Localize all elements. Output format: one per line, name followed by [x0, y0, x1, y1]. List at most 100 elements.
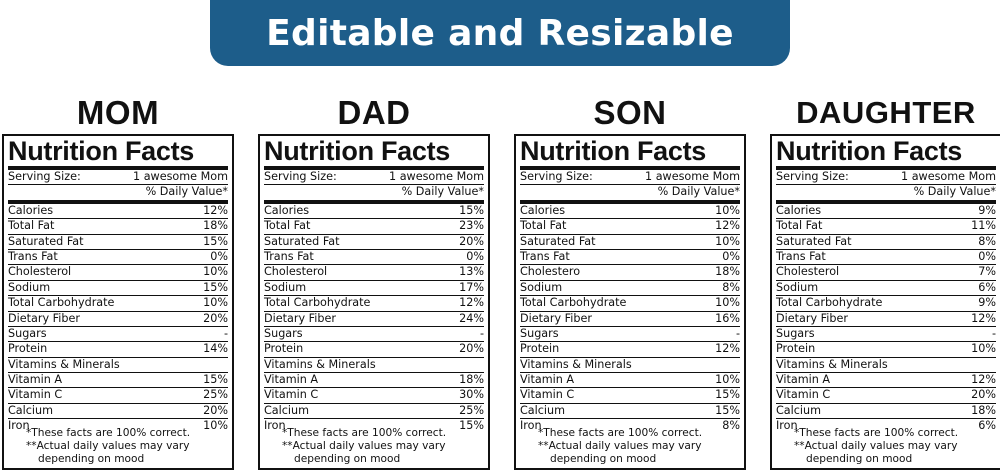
- vitamin-row-value: 20%: [203, 403, 228, 417]
- vitamin-row-label: Vitamin C: [8, 388, 63, 402]
- nutrient-row-value: 18%: [203, 219, 228, 233]
- daily-value-row: % Daily Value*: [264, 185, 484, 201]
- footnotes: *These facts are 100% correct. **Actual d…: [772, 427, 1000, 466]
- nutrient-row-value: -: [479, 326, 484, 340]
- nutrient-row-value: 11%: [971, 219, 996, 233]
- nutrient-row: Dietary Fiber 16%: [520, 312, 740, 327]
- daily-value-row: % Daily Value*: [776, 185, 996, 201]
- divider: [776, 184, 996, 186]
- vitamins-header: Vitamins & Minerals: [264, 358, 484, 374]
- nutrient-row-label: Saturated Fat: [776, 234, 852, 248]
- daily-value-row-value: % Daily Value*: [401, 185, 484, 199]
- nutrient-row-value: 12%: [715, 219, 740, 233]
- nutrition-panel: Nutrition Facts Serving Size: 1 awesome Mo…: [514, 134, 746, 470]
- vitamin-row: Vitamin A 18%: [264, 373, 484, 389]
- nutrient-row: Sodium 15%: [8, 280, 228, 297]
- card-1: DAD Nutrition Facts Serving Size: 1 awesome…: [258, 92, 490, 470]
- nutrient-row-label: Calories: [520, 203, 566, 217]
- card-0: MOM Nutrition Facts Serving Size: 1 awesome…: [2, 92, 234, 470]
- nutrient-row-value: 13%: [459, 265, 484, 279]
- vitamins-header: Vitamins & Minerals: [8, 357, 228, 374]
- nutrient-row-label: Dietary Fiber: [264, 311, 336, 325]
- nutrient-row-value: 17%: [459, 280, 484, 294]
- nutrient-row-label: Total Fat: [8, 219, 55, 233]
- vitamins-header-label: Vitamins & Minerals: [8, 357, 120, 371]
- nutrient-row-label: Sodium: [776, 280, 819, 294]
- nutrient-row: Saturated Fat 10%: [520, 235, 740, 250]
- nutrient-row: Total Carbohydrate 9%: [776, 296, 996, 312]
- nutrient-row-label: Total Fat: [776, 219, 823, 233]
- nutrient-row-value: 20%: [459, 342, 484, 356]
- nutrient-row-value: 0%: [466, 249, 484, 263]
- nutrient-row-label: Total Carbohydrate: [520, 296, 627, 310]
- nutrient-row: Total Fat 18%: [8, 219, 228, 235]
- nutrient-row: Trans Fat 0%: [8, 249, 228, 266]
- serving-size-row-label: Serving Size:: [264, 170, 337, 183]
- nutrient-row-label: Sodium: [520, 280, 563, 294]
- nutrient-row-value: 10%: [715, 234, 740, 248]
- nutrient-row-value: 9%: [978, 203, 996, 217]
- nutrient-row-label: Protein: [8, 342, 48, 356]
- vitamin-row: Vitamin C 15%: [520, 388, 740, 404]
- divider: [264, 200, 484, 204]
- footnote-line: depending on mood: [38, 453, 145, 465]
- vitamin-row-label: Calcium: [520, 403, 566, 417]
- banner-title: Editable and Resizable: [266, 12, 734, 54]
- daily-value-row-value: % Daily Value*: [657, 185, 740, 199]
- nutrient-row-value: 0%: [210, 249, 228, 263]
- nutrient-row-value: 6%: [978, 280, 996, 294]
- vitamin-row-label: Vitamin C: [264, 388, 319, 402]
- vitamin-row-value: 18%: [971, 403, 996, 417]
- card-2: SON Nutrition Facts Serving Size: 1 awesome…: [514, 92, 746, 470]
- footnote-line: *These facts are 100% correct.: [538, 427, 703, 439]
- vitamin-row: Vitamin A 15%: [8, 373, 228, 389]
- vitamin-row: Calcium 25%: [264, 404, 484, 420]
- nutrition-facts-title: Nutrition Facts: [776, 136, 963, 166]
- divider: [264, 184, 484, 186]
- nutrient-row-value: 8%: [722, 280, 740, 294]
- serving-size-row: Serving Size: 1 awesome Mom: [776, 170, 996, 184]
- nutrient-row-label: Protein: [520, 342, 560, 356]
- nutrition-panel: Nutrition Facts Serving Size: 1 awesome Mo…: [770, 134, 1000, 470]
- serving-size-row: Serving Size: 1 awesome Mom: [264, 170, 484, 184]
- nutrient-row-label: Calories: [8, 203, 54, 217]
- nutrient-row-value: 15%: [203, 280, 228, 294]
- nutrient-row-value: 14%: [203, 342, 228, 356]
- footnote-line: **Actual daily values may vary: [26, 440, 190, 452]
- nutrition-facts-title: Nutrition Facts: [264, 136, 451, 166]
- serving-size-row-value: 1 awesome Mom: [389, 170, 484, 183]
- footnote-line: *These facts are 100% correct.: [794, 427, 959, 439]
- nutrient-row: Trans Fat 0%: [520, 249, 740, 266]
- nutrient-row-value: 0%: [722, 249, 740, 263]
- nutrition-facts-title: Nutrition Facts: [520, 136, 707, 166]
- vitamin-row-value: 18%: [459, 373, 484, 387]
- nutrient-row: Sodium 17%: [264, 280, 484, 297]
- nutrient-row-label: Sugars: [520, 326, 559, 340]
- vitamin-row-value: 20%: [971, 388, 996, 402]
- nutrient-row: Calories 12%: [8, 203, 228, 220]
- nutrient-row: Saturated Fat 8%: [776, 235, 996, 250]
- footnote-line: depending on mood: [806, 453, 913, 465]
- nutrient-row-value: 24%: [459, 311, 484, 325]
- nutrient-row-value: 10%: [715, 296, 740, 310]
- divider: [520, 184, 740, 186]
- nutrient-row: Cholestero 18%: [520, 265, 740, 281]
- vitamin-row-label: Iron: [8, 419, 30, 433]
- footnote-line: **Actual daily values may vary: [538, 440, 702, 452]
- nutrient-row-value: 16%: [715, 311, 740, 325]
- serving-size-row-label: Serving Size:: [8, 170, 81, 183]
- nutrient-row-label: Cholesterol: [264, 265, 328, 279]
- nutrient-row-value: 15%: [203, 234, 228, 248]
- footnote-line: depending on mood: [550, 453, 657, 465]
- vitamin-row-label: Iron: [520, 419, 542, 433]
- member-heading: MOM: [76, 94, 160, 131]
- nutrient-row: Saturated Fat 15%: [8, 235, 228, 250]
- vitamin-row-value: 15%: [203, 373, 228, 387]
- nutrient-row: Total Fat 12%: [520, 219, 740, 235]
- nutrient-row-value: 9%: [978, 296, 996, 310]
- daily-value-row: % Daily Value*: [8, 185, 228, 201]
- vitamin-row-value: 8%: [722, 419, 740, 433]
- footnotes: *These facts are 100% correct. **Actual d…: [260, 427, 488, 466]
- nutrient-row: Total Fat 11%: [776, 219, 996, 235]
- nutrient-row-value: 12%: [971, 311, 996, 325]
